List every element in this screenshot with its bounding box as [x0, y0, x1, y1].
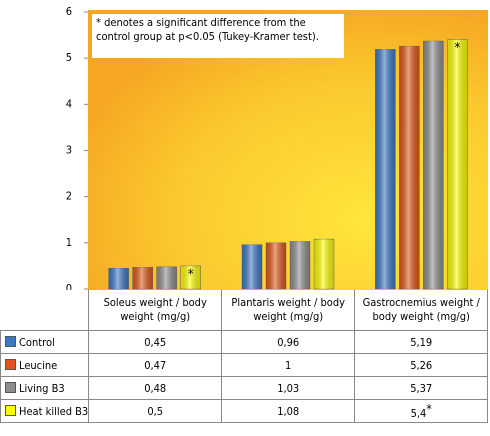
table-row: Living B3 0,48 1,03 5,37 [0, 376, 489, 400]
y-tick-label: 3 [66, 144, 72, 157]
category-label: Plantaris weight / body weight (mg/g) [221, 290, 356, 331]
value-label: 0,45 [144, 335, 167, 349]
data-table: Soleus weight / body weight (mg/g) Planta… [0, 290, 489, 423]
bar-shine [108, 268, 129, 289]
y-tick-label: 4 [66, 97, 72, 110]
value-cell: 0,96 [221, 330, 356, 354]
annotation: * denotes a significant difference from … [96, 16, 319, 43]
legend-label: Leucine [19, 358, 58, 372]
value-label: 1 [285, 358, 292, 372]
significance-marker: * [454, 41, 460, 56]
value-cell: 1,03 [221, 376, 356, 400]
bar-shine [314, 239, 334, 289]
value-cell: 5,37 [354, 376, 489, 400]
bar-shine [266, 242, 286, 289]
value-label: 0,96 [277, 335, 300, 349]
legend-label: Heat killed B3 [19, 404, 89, 418]
value-cell: 0,5 [88, 399, 223, 423]
value-label: 1,08 [277, 404, 300, 418]
bar-shine [242, 244, 262, 289]
annotation-holder: * denotes a significant difference from … [96, 16, 319, 43]
value-cell: 0,47 [88, 353, 223, 377]
table-row: Control 0,45 0,96 5,19 [0, 330, 489, 354]
significance-marker: * [426, 402, 432, 416]
value-label: 1,03 [277, 381, 300, 395]
bar-shine [447, 39, 468, 290]
bar-shine [399, 46, 420, 290]
legend-cell: Control [0, 330, 90, 354]
value-cell: 5,19 [354, 330, 489, 354]
annotation-box [92, 14, 344, 58]
bar-shine [423, 41, 444, 290]
legend-swatch [5, 381, 16, 393]
value-cell: 1,08 [221, 399, 356, 423]
legend-swatch [5, 335, 16, 347]
legend-cell: Leucine [0, 353, 90, 377]
bar-shine [180, 265, 201, 289]
significance-marker: * [188, 267, 194, 282]
table-row: Heat killed B3 0,5 1,08 5,4* [0, 399, 489, 423]
value-cell: 0,45 [88, 330, 223, 354]
y-tick-label: 1 [66, 236, 72, 249]
value-label: 0,48 [144, 381, 167, 395]
bar-shine [290, 241, 310, 289]
bar-shine [132, 267, 153, 289]
header-row: Soleus weight / body weight (mg/g) Planta… [1, 290, 489, 331]
y-tick-label: 0 [66, 282, 72, 290]
y-tick-label: 6 [66, 5, 72, 18]
y-tick-label: 2 [66, 190, 72, 203]
value-cell: 1 [221, 353, 356, 377]
legend-swatch [5, 358, 16, 370]
value-label: 5,26 [410, 358, 433, 372]
bar-shine [375, 49, 396, 289]
table-row: Leucine 0,47 1 5,26 [0, 353, 489, 377]
y-tick-label: 5 [66, 51, 72, 64]
value-cell: 5,4* [354, 399, 489, 423]
value-cell: 5,26 [354, 353, 489, 377]
legend-cell: Living B3 [0, 376, 90, 400]
category-label: Soleus weight / body weight (mg/g) [88, 290, 223, 331]
category-label: Gastrocnemius weight / body weight (mg/g… [354, 290, 489, 331]
value-label: 0,5 [147, 404, 164, 418]
legend-cell: Heat killed B3 [0, 399, 90, 423]
value-label: 5,4 [410, 407, 427, 420]
legend-label: Living B3 [19, 381, 65, 395]
chart: * denotes a significant difference from … [66, 5, 488, 290]
value-label: 0,47 [144, 358, 167, 372]
legend-label: Control [19, 335, 55, 349]
corner [1, 290, 89, 331]
value-cell: 0,48 [88, 376, 223, 400]
legend-swatch [5, 404, 16, 416]
value-label: 5,37 [410, 381, 433, 395]
value-label: 5,19 [410, 335, 433, 349]
bar-shine [156, 266, 177, 289]
